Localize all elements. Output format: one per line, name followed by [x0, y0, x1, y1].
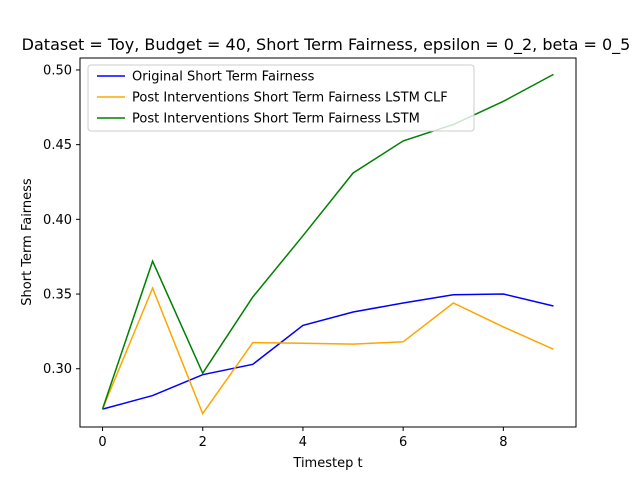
y-tick-label: 0.50 [43, 63, 72, 78]
chart-title: Dataset = Toy, Budget = 40, Short Term F… [22, 35, 631, 55]
y-axis-label: Short Term Fairness [20, 178, 35, 306]
x-tick-label: 4 [299, 435, 307, 450]
legend-label-3: Post Interventions Short Term Fairness L… [132, 112, 420, 127]
legend: Original Short Term Fairness Post Interve… [87, 64, 475, 132]
y-tick-label: 0.30 [43, 362, 72, 377]
y-axis-ticks: 0.30 0.35 0.40 0.45 0.50 [43, 63, 80, 377]
x-tick-label: 8 [499, 435, 507, 450]
legend-label-1: Original Short Term Fairness [132, 70, 315, 85]
plot-frame [79, 57, 577, 428]
x-tick-label: 6 [399, 435, 407, 450]
y-tick-label: 0.45 [43, 138, 72, 153]
plot-lines [101, 73, 554, 416]
series-line-1 [102, 293, 554, 410]
legend-label-2: Post Interventions Short Term Fairness L… [132, 91, 448, 106]
series-line-3 [101, 73, 554, 410]
y-tick-label: 0.35 [43, 288, 72, 303]
x-tick-label: 2 [199, 435, 207, 450]
x-axis-label: Timestep t [292, 456, 362, 471]
series-line-2 [101, 286, 554, 416]
x-tick-label: 0 [98, 435, 106, 450]
x-axis-ticks: 0 2 4 6 8 [98, 427, 507, 450]
y-tick-label: 0.40 [43, 213, 72, 228]
legend-box [87, 64, 475, 132]
